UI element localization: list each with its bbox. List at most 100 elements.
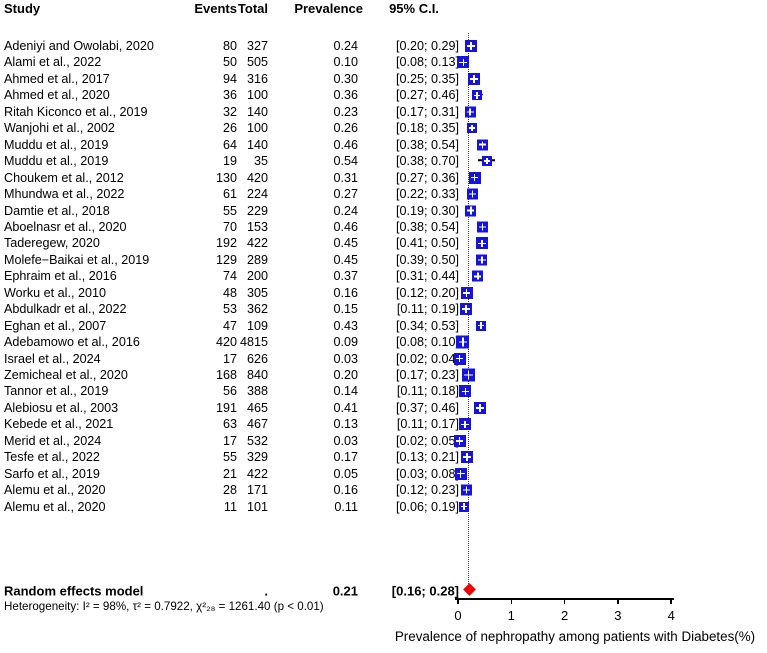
total-value: 305 [246,285,268,300]
x-axis-tick [563,598,566,604]
study-label: Muddu et al., 2019 [4,137,109,152]
forest-marker [465,205,477,216]
study-label: Wanjohi et al., 2002 [4,121,115,136]
heterogeneity-note: Heterogeneity: I² = 98%, τ² = 0.7922, χ²… [4,600,324,613]
total-value: 109 [246,318,268,333]
study-label: Alemu et al., 2020 [4,499,106,514]
study-row: Abdulkadr et al., 2022 53 362 0.15 [0.11… [0,301,767,318]
prevalence-value: 0.13 [333,417,358,432]
forest-marker [461,451,474,464]
pooled-total-placeholder: . [264,583,268,599]
events-value: 55 [222,450,237,465]
total-value: 229 [246,203,268,218]
study-row: Alebiosu et al., 2003 191 465 0.41 [0.37… [0,399,767,416]
x-axis-tick-label: 2 [560,608,569,623]
events-value: 28 [222,483,237,498]
forest-marker [473,401,486,414]
total-value: 626 [246,351,268,366]
total-value: 422 [246,236,268,251]
prevalence-value: 0.09 [333,335,358,350]
study-label: Tesfe et al., 2022 [4,450,100,465]
x-axis-tick [670,598,672,604]
prevalence-value: 0.46 [333,219,358,234]
events-value: 32 [222,104,237,119]
forest-marker [472,90,483,101]
study-label: Ahmed et al., 2020 [4,88,110,103]
study-label: Adeniyi and Owolabi, 2020 [4,39,154,53]
x-axis-label: Prevalence of nephropathy among patients… [394,629,756,644]
prevalence-value: 0.45 [333,252,358,267]
forest-marker [456,335,470,349]
study-label: Molefe−Baikai et al., 2019 [4,252,150,267]
forest-marker [459,303,472,316]
prevalence-value: 0.45 [333,236,358,251]
prevalence-value: 0.17 [333,450,358,465]
total-value: 316 [246,71,268,86]
study-row: Kebede et al., 2021 63 467 0.13 [0.11; 0… [0,416,767,433]
ci-value: [0.02; 0.05] [395,433,459,448]
total-value: 140 [246,104,268,119]
study-label: Taderegew, 2020 [4,236,100,251]
events-value: 130 [215,170,237,185]
prevalence-value: 0.03 [333,351,358,366]
total-value: 171 [246,483,268,498]
study-row: Alemu et al., 2020 28 171 0.16 [0.12; 0.… [0,482,767,499]
study-label: Eghan et al., 2007 [4,318,107,333]
ci-value: [0.19; 0.30] [395,203,459,218]
prevalence-value: 0.46 [333,137,358,152]
study-row: Tannor et al., 2019 56 388 0.14 [0.11; 0… [0,383,767,400]
total-value: 100 [246,121,268,136]
prevalence-value: 0.24 [333,203,358,218]
study-row: Aboelnasr et al., 2020 70 153 0.46 [0.38… [0,218,767,235]
forest-marker [467,72,480,85]
events-value: 129 [215,252,237,267]
study-row: Israel et al., 2024 17 626 0.03 [0.02; 0… [0,350,767,367]
header-total: Total [237,1,268,16]
ci-value: [0.11; 0.18] [396,384,459,399]
ci-value: [0.27; 0.46] [395,88,459,103]
forest-marker [462,368,476,382]
total-value: 289 [246,252,268,267]
header-study: Study [4,1,41,16]
study-row: Ahmed et al., 2020 36 100 0.36 [0.27; 0.… [0,87,767,104]
events-value: 94 [222,71,237,86]
study-label: Alami et al., 2022 [4,55,102,70]
study-row: Ephraim et al., 2016 74 200 0.37 [0.31; … [0,268,767,285]
events-value: 36 [222,88,237,103]
prevalence-value: 0.14 [333,384,358,399]
total-value: 420 [246,170,268,185]
study-label: Damtie et al., 2018 [4,203,110,218]
total-value: 200 [246,269,268,284]
study-row: Eghan et al., 2007 47 109 0.43 [0.34; 0.… [0,317,767,334]
total-value: 140 [246,137,268,152]
forest-marker [475,320,486,331]
study-row: Ahmed et al., 2017 94 316 0.30 [0.25; 0.… [0,70,767,87]
ci-value: [0.41; 0.50] [395,236,459,251]
total-value: 465 [246,400,268,415]
ci-value: [0.08; 0.10] [395,335,459,350]
x-axis-tick [457,598,459,604]
ci-value: [0.17; 0.31] [395,104,459,119]
study-row: Taderegew, 2020 192 422 0.45 [0.41; 0.50… [0,235,767,252]
study-label: Alemu et al., 2020 [4,483,106,498]
forest-marker [475,237,488,250]
study-row: Merid et al., 2024 17 532 0.03 [0.02; 0.… [0,432,767,449]
events-value: 191 [215,400,237,415]
prevalence-value: 0.05 [333,466,358,481]
prevalence-value: 0.23 [333,104,358,119]
forest-marker [454,467,467,480]
study-label: Abdulkadr et al., 2022 [4,302,127,317]
forest-marker [466,188,478,200]
events-value: 50 [222,55,237,70]
prevalence-value: 0.10 [333,55,358,70]
events-value: 17 [222,433,237,448]
study-label: Choukem et al., 2012 [4,170,124,185]
study-row: Muddu et al., 2019 19 35 0.54 [0.38; 0.7… [0,153,767,170]
header-events: Events [194,1,237,16]
events-value: 21 [222,466,237,481]
events-value: 53 [222,302,237,317]
prevalence-value: 0.30 [333,71,358,86]
total-value: 101 [246,499,268,514]
ci-value: [0.34; 0.53] [395,318,459,333]
ci-value: [0.18; 0.35] [395,121,459,136]
